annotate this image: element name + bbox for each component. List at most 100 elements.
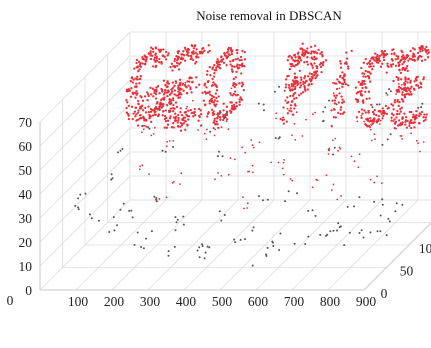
cluster-point	[184, 128, 187, 131]
cluster-point	[180, 53, 183, 56]
cluster-point	[399, 86, 402, 90]
cluster-point	[165, 196, 168, 199]
cluster-point	[292, 80, 295, 83]
cluster-point	[295, 79, 298, 82]
cluster-point	[289, 89, 292, 92]
cluster-point	[320, 50, 323, 54]
cluster-point	[189, 86, 192, 89]
noise-point	[379, 214, 382, 217]
cluster-point	[239, 55, 243, 59]
noise-point	[122, 202, 125, 205]
cluster-point	[156, 100, 159, 104]
cluster-point	[420, 59, 424, 62]
cluster-point	[154, 52, 157, 55]
cluster-point	[162, 48, 165, 51]
noise-point	[251, 229, 254, 232]
cluster-point	[302, 91, 305, 94]
cluster-point	[332, 82, 334, 84]
cluster-point	[234, 76, 237, 79]
cluster-point	[198, 83, 201, 86]
noise-point	[121, 148, 124, 150]
cluster-point	[392, 79, 395, 83]
noise-point	[369, 231, 372, 234]
cluster-point	[363, 120, 366, 123]
cluster-point	[340, 195, 342, 197]
cluster-point	[216, 123, 219, 126]
cluster-point	[222, 109, 225, 112]
cluster-point	[153, 111, 156, 114]
cluster-point	[279, 117, 282, 121]
cluster-point	[376, 175, 378, 178]
cluster-point	[180, 88, 183, 91]
cluster-point	[294, 76, 297, 79]
cluster-point	[298, 86, 302, 89]
cluster-point	[173, 57, 177, 61]
cluster-point	[395, 116, 398, 119]
cluster-point	[133, 110, 137, 113]
cluster-point	[191, 44, 194, 48]
cluster-point	[400, 55, 404, 59]
cluster-point	[230, 49, 234, 52]
cluster-point	[153, 126, 156, 129]
noise-point	[284, 200, 286, 203]
cluster-point	[371, 68, 374, 71]
cluster-point	[270, 161, 272, 164]
noise-point	[119, 149, 122, 152]
cluster-point	[289, 107, 292, 110]
cluster-point	[190, 56, 193, 60]
cluster-point	[415, 139, 418, 142]
cluster-point	[380, 53, 383, 56]
y-tick-label: 100	[419, 241, 431, 256]
cluster-point	[303, 77, 306, 80]
cluster-point	[195, 86, 198, 89]
cluster-point	[160, 98, 163, 102]
side-wall-grid-line	[39, 31, 131, 123]
cluster-point	[422, 76, 426, 79]
cluster-point	[222, 102, 225, 105]
noise-point	[279, 232, 282, 235]
cluster-point	[173, 93, 176, 96]
cluster-point	[177, 49, 181, 53]
cluster-point	[301, 48, 304, 52]
noise-point	[141, 124, 144, 127]
cluster-point	[402, 87, 406, 90]
cluster-point	[410, 93, 413, 96]
cluster-point	[396, 98, 399, 102]
cluster-point	[201, 91, 204, 94]
cluster-point	[154, 93, 158, 96]
cluster-point	[366, 70, 369, 73]
noise-point	[119, 208, 122, 211]
noise-point	[244, 238, 246, 241]
cluster-point	[310, 50, 313, 53]
cluster-point	[424, 50, 428, 53]
noise-point	[401, 203, 404, 206]
cluster-point	[391, 59, 394, 62]
cluster-point	[150, 46, 153, 49]
cluster-point	[162, 93, 166, 96]
cluster-point	[135, 82, 138, 85]
cluster-point	[196, 53, 199, 56]
cluster-point	[392, 108, 395, 111]
z-tick-label: 10	[19, 259, 33, 274]
noise-point	[376, 230, 379, 233]
cluster-point	[342, 78, 346, 82]
cluster-point	[190, 51, 194, 54]
noise-point	[307, 209, 310, 212]
cluster-point	[288, 86, 291, 90]
cluster-point	[241, 146, 244, 149]
noise-point	[147, 126, 150, 129]
cluster-point	[181, 118, 184, 122]
cluster-point	[313, 55, 316, 59]
cluster-point	[391, 104, 395, 107]
cluster-point	[148, 173, 150, 176]
cluster-point	[200, 112, 203, 116]
noise-point	[131, 216, 134, 219]
cluster-point	[358, 153, 361, 156]
cluster-point	[157, 61, 161, 64]
cluster-point	[183, 54, 186, 57]
cluster-point	[367, 124, 371, 128]
cluster-point	[343, 74, 346, 77]
noise-point	[417, 106, 420, 109]
cluster-point	[301, 135, 304, 137]
cluster-point	[371, 122, 375, 125]
